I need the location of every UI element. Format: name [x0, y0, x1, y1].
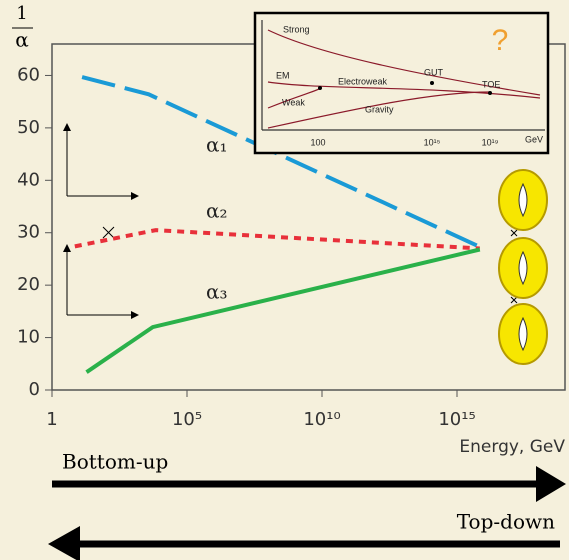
arrow-head: [48, 526, 80, 560]
chart: 1 α Energy, GeV Bottom-up Top-down α₁ α₂ α…: [0, 0, 569, 560]
inset-question: ?: [492, 24, 509, 57]
y-tick-label: 60: [17, 64, 40, 85]
inset-label: Gravity: [365, 104, 394, 114]
series-label: α₁: [206, 133, 228, 157]
y-tick-label: 20: [17, 274, 40, 295]
x-tick-label: 10⁵: [172, 409, 202, 430]
arrow-head: [536, 466, 566, 502]
inset-tick: 10¹⁵: [424, 137, 441, 147]
inset-label: TOE: [482, 79, 500, 89]
inset: Strong EM Electroweak GUT TOE Weak Gravi…: [255, 13, 548, 153]
top-down-label: Top-down: [457, 510, 555, 534]
inset-label: GUT: [424, 67, 444, 77]
y-tick-label: 40: [17, 169, 40, 190]
x-tick-label: 1: [46, 409, 57, 430]
inset-label: Strong: [283, 24, 310, 34]
series-line: [87, 250, 480, 373]
series-label: α₂: [206, 199, 228, 223]
y-tick-label: 10: [17, 327, 40, 348]
inset-label: Electroweak: [338, 76, 388, 86]
inset-tick: GeV: [525, 134, 543, 144]
x-tick-label: 10¹⁵: [438, 409, 475, 430]
y-tick-label: 50: [17, 117, 40, 138]
series-line: [75, 230, 480, 248]
y-tick-label: 0: [29, 379, 40, 400]
inset-tick: 100: [310, 137, 325, 147]
x-label: Energy, GeV: [459, 437, 565, 457]
y-tick-label: 30: [17, 222, 40, 243]
bottom-up-label: Bottom-up: [62, 450, 168, 474]
inset-label: Weak: [282, 97, 305, 107]
y-label-numerator: 1: [16, 3, 27, 24]
y-label-denominator: α: [15, 28, 29, 52]
x-tick-label: 10¹⁰: [303, 409, 340, 430]
donuts: [499, 170, 547, 364]
inset-label: EM: [276, 70, 290, 80]
series-label: α₃: [206, 280, 228, 304]
inset-tick: 10¹⁹: [482, 137, 499, 147]
